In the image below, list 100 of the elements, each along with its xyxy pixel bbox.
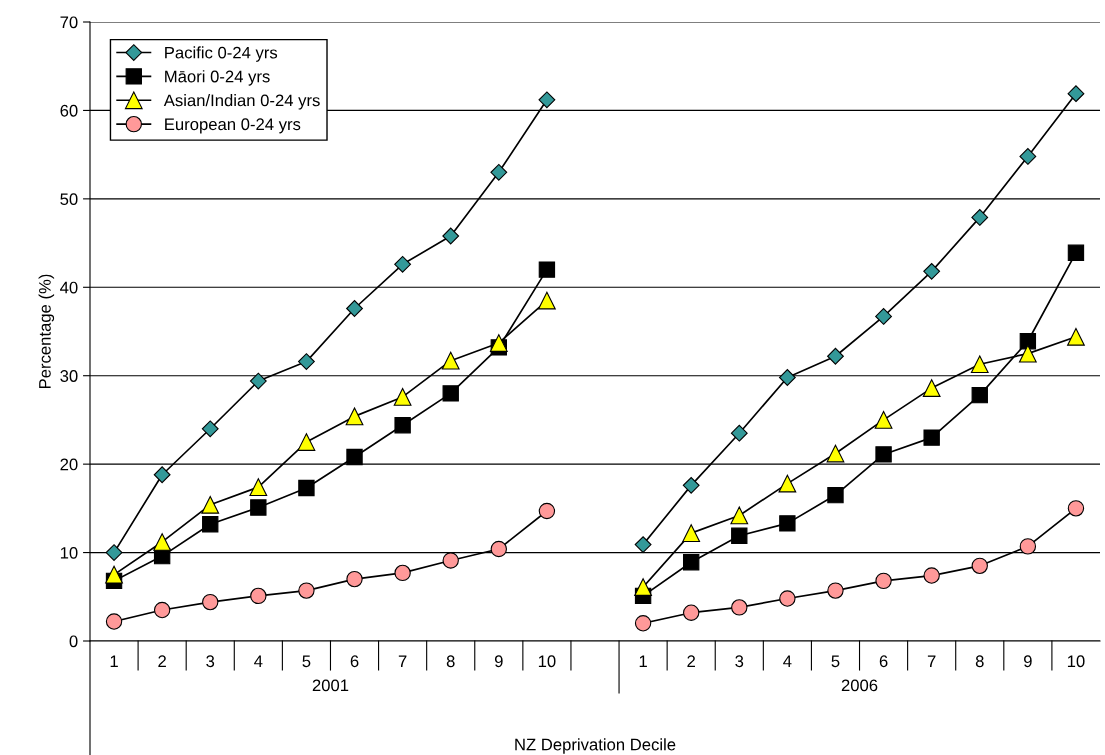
- point: [731, 527, 748, 544]
- point: [441, 351, 460, 370]
- x-tick-label: 10: [538, 655, 556, 668]
- point: [393, 388, 412, 406]
- x-tick-label: 2: [158, 655, 166, 667]
- point: [682, 554, 700, 571]
- point: [682, 604, 700, 621]
- x-tick-label: 3: [735, 655, 744, 668]
- x-tick-label: 1: [639, 655, 647, 667]
- point: [1019, 333, 1037, 350]
- x-tick-label: 7: [398, 655, 407, 667]
- point: [1067, 85, 1085, 103]
- point: [489, 334, 508, 352]
- x-tick-label: 6: [879, 655, 888, 668]
- point: [538, 502, 556, 520]
- point: [922, 379, 941, 397]
- legend-label: Pacific 0-24 yrs: [165, 46, 278, 62]
- text: 2001: [312, 679, 349, 692]
- point: [970, 355, 989, 374]
- point: [1018, 344, 1037, 363]
- x-tick-label: 4: [254, 655, 263, 667]
- point: [875, 572, 892, 590]
- point: [298, 582, 315, 599]
- point: [105, 613, 123, 630]
- point: [538, 91, 556, 109]
- point: [1067, 244, 1085, 261]
- point: [923, 429, 940, 446]
- point: [971, 386, 988, 404]
- point: [345, 407, 364, 426]
- point: [779, 590, 796, 607]
- point: [201, 495, 220, 514]
- point: [826, 444, 845, 463]
- point: [250, 499, 267, 516]
- x-tick-label: 8: [975, 655, 984, 668]
- point: [442, 552, 459, 569]
- point: [1019, 147, 1037, 165]
- point: [346, 448, 363, 466]
- point: [874, 411, 893, 429]
- point: [971, 557, 988, 575]
- y-axis-title: Percentage (%): [38, 274, 55, 389]
- point: [346, 570, 363, 588]
- point: [490, 540, 508, 558]
- point: [923, 567, 940, 584]
- y-tick-label: 40: [60, 281, 78, 294]
- point: [346, 300, 363, 317]
- x-tick-label: 5: [302, 655, 311, 668]
- point: [1067, 327, 1085, 346]
- point: [538, 291, 556, 310]
- x-tick-label: 5: [831, 655, 840, 668]
- point: [249, 478, 268, 497]
- point: [1067, 500, 1085, 517]
- point: [442, 385, 459, 402]
- point: [827, 486, 844, 504]
- point: [682, 476, 700, 494]
- point: [827, 582, 844, 599]
- point: [153, 533, 172, 551]
- y-tick-label: 20: [60, 458, 78, 471]
- x-tick-label: 2: [687, 655, 695, 667]
- point: [202, 593, 219, 611]
- point: [249, 372, 267, 390]
- x-tick-label: 4: [783, 655, 792, 667]
- point: [1019, 538, 1037, 555]
- point: [297, 433, 316, 451]
- point: [778, 474, 797, 493]
- point: [779, 515, 796, 532]
- x-tick-label: 8: [446, 655, 455, 668]
- text: 2006: [841, 679, 878, 692]
- point: [875, 308, 892, 325]
- point: [730, 506, 749, 525]
- y-tick-label: 50: [60, 193, 78, 206]
- x-tick-label: 10: [1067, 655, 1085, 668]
- x-tick-label: 9: [494, 655, 503, 668]
- y-tick-label: 30: [60, 370, 78, 382]
- point: [298, 353, 315, 370]
- x-tick-label: 6: [350, 655, 359, 668]
- point: [105, 565, 123, 584]
- point: [250, 587, 267, 605]
- point: [634, 615, 652, 632]
- y-tick-label: 10: [60, 546, 78, 559]
- point: [105, 544, 123, 561]
- point: [971, 209, 989, 226]
- point: [827, 347, 844, 365]
- point: [778, 369, 796, 386]
- point: [394, 255, 412, 273]
- y-tick-label: 70: [60, 16, 78, 29]
- point: [634, 578, 652, 596]
- x-tick-label: 9: [1024, 655, 1032, 668]
- point: [394, 564, 411, 582]
- point: [682, 524, 701, 543]
- point: [153, 601, 171, 619]
- point: [202, 516, 219, 533]
- point: [153, 466, 171, 484]
- point: [201, 420, 219, 438]
- point: [634, 536, 652, 554]
- point: [731, 599, 748, 616]
- point: [538, 261, 556, 278]
- y-tick-label: 0: [69, 635, 78, 648]
- point: [730, 424, 748, 442]
- legend-label: European 0-24 yrs: [165, 118, 301, 134]
- legend-label: Māori 0-24 yrs: [165, 70, 270, 86]
